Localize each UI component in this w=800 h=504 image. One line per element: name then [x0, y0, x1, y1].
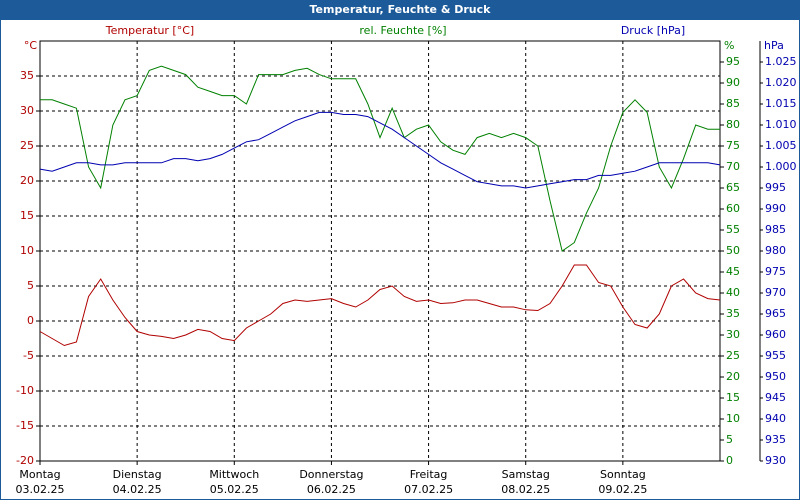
- y2-tick-label: 50: [726, 244, 740, 257]
- y-tick-label: 20: [20, 174, 34, 187]
- y3-tick-label: 1.020: [765, 76, 797, 89]
- title-bar: [0, 0, 800, 20]
- x-tick-date: 09.02.25: [598, 483, 647, 496]
- y3-tick-label: 1.005: [765, 139, 797, 152]
- y3-tick-label: 1.010: [765, 118, 797, 131]
- y3-tick-label: 995: [765, 181, 786, 194]
- y3-tick-label: 1.015: [765, 97, 797, 110]
- y2-tick-label: 20: [726, 370, 740, 383]
- chart-title: Temperatur, Feuchte & Druck: [310, 3, 492, 16]
- y-tick-label: -5: [23, 349, 34, 362]
- y3-tick-label: 1.000: [765, 160, 797, 173]
- y-tick-label: 30: [20, 104, 34, 117]
- y2-axis-title: rel. Feuchte [%]: [359, 24, 446, 37]
- y3-tick-label: 965: [765, 307, 786, 320]
- y2-tick-label: 40: [726, 286, 740, 299]
- series-line: [39, 264, 721, 347]
- y2-tick-label: 55: [726, 223, 740, 236]
- y2-tick-label: 80: [726, 118, 740, 131]
- y3-tick-label: 990: [765, 202, 786, 215]
- y2-tick-label: 85: [726, 97, 740, 110]
- y2-tick-label: 75: [726, 139, 740, 152]
- y3-tick-label: 935: [765, 433, 786, 446]
- plot-border: [39, 40, 721, 462]
- x-tick-day: Samstag: [502, 468, 550, 481]
- x-tick-date: 05.02.25: [210, 483, 259, 496]
- x-tick-date: 08.02.25: [501, 483, 550, 496]
- y3-tick-label: 985: [765, 223, 786, 236]
- y2-tick-label: 65: [726, 181, 740, 194]
- y2-tick-label: 60: [726, 202, 740, 215]
- x-tick-date: 07.02.25: [404, 483, 453, 496]
- x-tick-date: 04.02.25: [113, 483, 162, 496]
- y-tick-label: 25: [20, 139, 34, 152]
- y2-tick-label: 0: [726, 454, 733, 467]
- y2-tick-label: 35: [726, 307, 740, 320]
- y2-tick-label: 45: [726, 265, 740, 278]
- x-tick-day: Montag: [19, 468, 60, 481]
- x-tick-day: Dienstag: [113, 468, 162, 481]
- y3-tick-label: 960: [765, 328, 786, 341]
- x-tick-day: Freitag: [410, 468, 448, 481]
- y3-tick-label: 940: [765, 412, 786, 425]
- y-tick-label: -15: [16, 419, 34, 432]
- y3-tick-label: 970: [765, 286, 786, 299]
- y3-tick-label: 975: [765, 265, 786, 278]
- y3-tick-label: 980: [765, 244, 786, 257]
- series-line: [40, 65, 720, 252]
- y-tick-label: 5: [27, 279, 34, 292]
- y3-tick-label: 955: [765, 349, 786, 362]
- y3-tick-label: 945: [765, 391, 786, 404]
- x-tick-day: Mittwoch: [209, 468, 259, 481]
- x-tick-day: Donnerstag: [299, 468, 363, 481]
- y-unit: °C: [24, 39, 38, 52]
- x-tick-date: 03.02.25: [16, 483, 65, 496]
- y-axis-title: Temperatur [°C]: [105, 24, 194, 37]
- x-tick-day: Sonntag: [600, 468, 646, 481]
- y2-tick-label: 10: [726, 412, 740, 425]
- y2-unit: %: [724, 39, 734, 52]
- x-tick-date: 06.02.25: [307, 483, 356, 496]
- y3-unit: hPa: [764, 39, 784, 52]
- y2-tick-label: 90: [726, 76, 740, 89]
- series-line: [39, 111, 721, 189]
- y-tick-label: 10: [20, 244, 34, 257]
- y2-tick-label: 15: [726, 391, 740, 404]
- y3-tick-label: 1.025: [765, 55, 797, 68]
- y3-axis-title: Druck [hPa]: [621, 24, 685, 37]
- y2-tick-label: 25: [726, 349, 740, 362]
- y3-tick-label: 930: [765, 454, 786, 467]
- y2-tick-label: 5: [726, 433, 733, 446]
- y-tick-label: -10: [16, 384, 34, 397]
- y2-tick-label: 95: [726, 55, 740, 68]
- y2-tick-label: 70: [726, 160, 740, 173]
- y-tick-label: -20: [16, 454, 34, 467]
- y2-tick-label: 30: [726, 328, 740, 341]
- y-tick-label: 0: [27, 314, 34, 327]
- y-tick-label: 35: [20, 69, 34, 82]
- y-tick-label: 15: [20, 209, 34, 222]
- y3-tick-label: 950: [765, 370, 786, 383]
